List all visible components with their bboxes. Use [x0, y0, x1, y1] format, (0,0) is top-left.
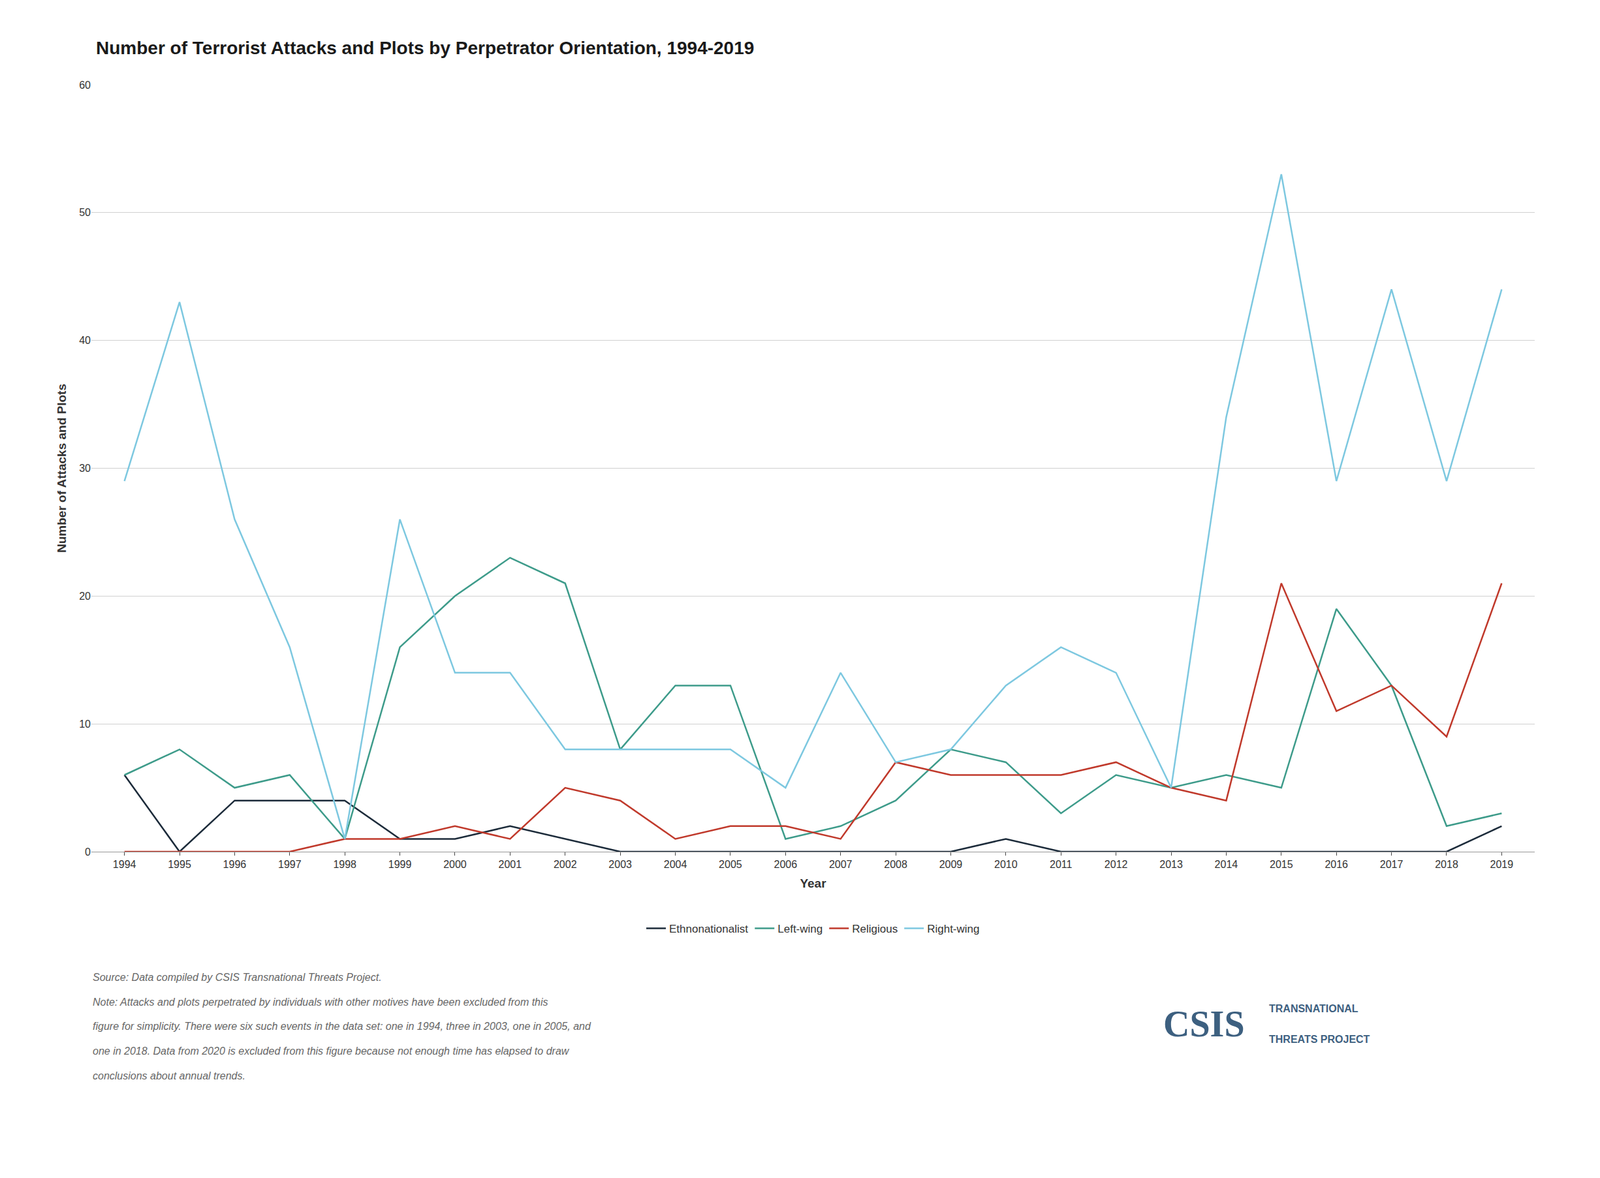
svg-text:Right-wing: Right-wing	[926, 923, 980, 936]
svg-text:Left-wing: Left-wing	[777, 923, 823, 936]
svg-text:Year: Year	[799, 876, 827, 891]
svg-text:Number of Attacks and Plots: Number of Attacks and Plots	[54, 383, 69, 553]
svg-text:TRANSNATIONAL: TRANSNATIONAL	[1269, 1003, 1359, 1015]
svg-text:Religious: Religious	[851, 923, 898, 936]
svg-text:2016: 2016	[1324, 859, 1349, 871]
svg-text:1999: 1999	[388, 859, 412, 871]
svg-text:0: 0	[84, 846, 91, 858]
svg-text:2000: 2000	[443, 859, 467, 871]
svg-text:2007: 2007	[829, 859, 853, 871]
svg-text:40: 40	[78, 334, 91, 346]
svg-text:2005: 2005	[718, 859, 743, 871]
svg-text:1995: 1995	[167, 859, 192, 871]
svg-text:2011: 2011	[1049, 859, 1073, 871]
svg-text:2003: 2003	[608, 859, 632, 871]
svg-text:Ethnonationalist: Ethnonationalist	[669, 923, 749, 936]
svg-text:2001: 2001	[498, 859, 523, 871]
svg-text:2015: 2015	[1269, 859, 1294, 871]
svg-text:CSIS: CSIS	[1163, 1003, 1245, 1045]
svg-text:THREATS PROJECT: THREATS PROJECT	[1269, 1034, 1371, 1046]
svg-text:one in 2018. Data from 2020 is: one in 2018. Data from 2020 is excluded …	[92, 1045, 570, 1057]
svg-text:2019: 2019	[1490, 859, 1514, 871]
svg-text:2002: 2002	[553, 859, 578, 871]
svg-text:50: 50	[78, 206, 91, 219]
svg-text:60: 60	[78, 79, 91, 91]
svg-text:2008: 2008	[883, 859, 908, 871]
svg-text:2006: 2006	[774, 859, 798, 871]
svg-text:1996: 1996	[223, 859, 247, 871]
svg-text:1997: 1997	[278, 859, 302, 871]
svg-text:2014: 2014	[1214, 859, 1239, 871]
svg-text:20: 20	[78, 590, 91, 602]
svg-text:2018: 2018	[1434, 859, 1459, 871]
svg-text:Number of Terrorist Attacks an: Number of Terrorist Attacks and Plots by…	[95, 37, 754, 59]
svg-text:2013: 2013	[1159, 859, 1183, 871]
svg-text:1994: 1994	[112, 859, 137, 871]
svg-text:Source: Data compiled by CSIS: Source: Data compiled by CSIS Transnatio…	[92, 972, 382, 984]
svg-text:2012: 2012	[1104, 859, 1129, 871]
svg-text:2017: 2017	[1380, 859, 1404, 871]
svg-text:1998: 1998	[332, 859, 357, 871]
svg-text:30: 30	[78, 462, 91, 474]
svg-text:figure for simplicity. There w: figure for simplicity. There were six su…	[92, 1020, 592, 1033]
svg-text:10: 10	[78, 718, 91, 730]
svg-text:2004: 2004	[663, 859, 688, 871]
svg-text:2010: 2010	[994, 859, 1018, 871]
svg-text:Note: Attacks and plots perpet: Note: Attacks and plots perpetrated by i…	[92, 996, 549, 1008]
svg-text:conclusions about annual trend: conclusions about annual trends.	[92, 1070, 246, 1082]
svg-text:2009: 2009	[939, 859, 963, 871]
